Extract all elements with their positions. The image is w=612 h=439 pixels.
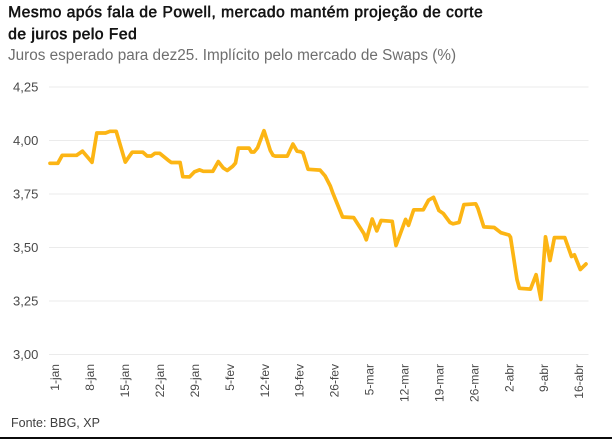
svg-text:3,25: 3,25 <box>13 294 38 309</box>
svg-text:29-jan: 29-jan <box>188 364 202 397</box>
svg-text:3,50: 3,50 <box>13 240 38 255</box>
svg-text:9-abr: 9-abr <box>537 364 551 392</box>
svg-text:5-fev: 5-fev <box>223 364 237 391</box>
svg-text:3,75: 3,75 <box>13 187 38 202</box>
svg-text:12-mar: 12-mar <box>398 364 412 402</box>
svg-text:19-fev: 19-fev <box>293 364 307 397</box>
svg-text:4,00: 4,00 <box>13 133 38 148</box>
svg-text:3,00: 3,00 <box>13 347 38 362</box>
svg-text:1-jan: 1-jan <box>48 364 62 391</box>
svg-text:22-jan: 22-jan <box>153 364 167 397</box>
svg-text:15-jan: 15-jan <box>118 364 132 397</box>
svg-text:8-jan: 8-jan <box>83 364 97 391</box>
svg-text:26-mar: 26-mar <box>467 364 481 402</box>
svg-text:19-mar: 19-mar <box>432 364 446 402</box>
svg-text:12-fev: 12-fev <box>258 364 272 397</box>
svg-text:4,25: 4,25 <box>13 80 38 95</box>
svg-text:26-fev: 26-fev <box>328 364 342 397</box>
svg-text:16-abr: 16-abr <box>572 364 586 399</box>
svg-text:2-abr: 2-abr <box>502 364 516 392</box>
svg-text:5-mar: 5-mar <box>363 364 377 395</box>
